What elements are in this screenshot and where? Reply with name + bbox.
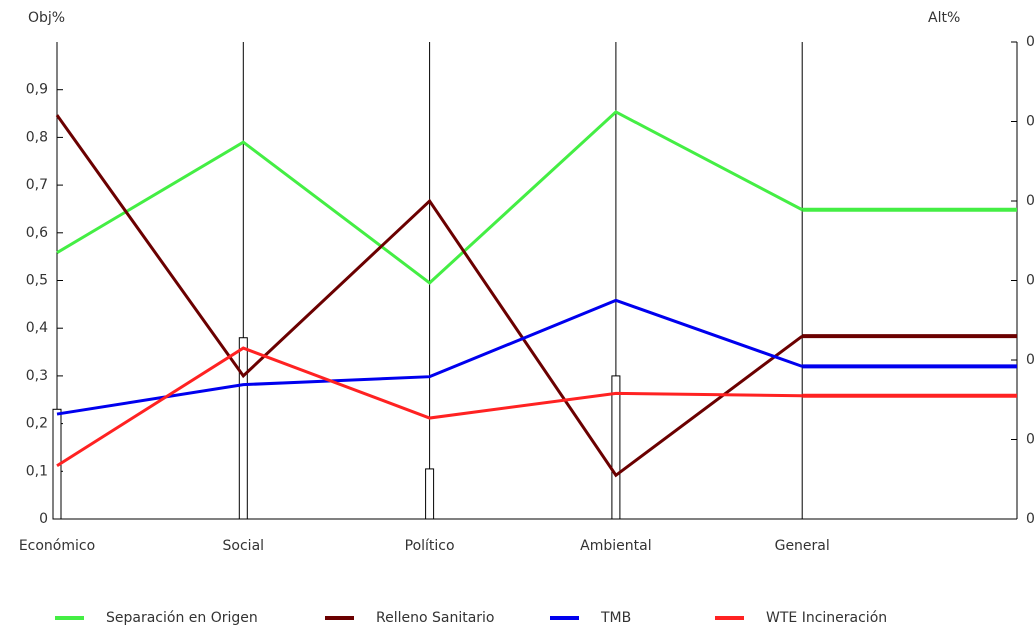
y-tick-label: 0,5 <box>26 273 48 289</box>
legend-label: WTE Incineración <box>766 610 887 626</box>
legend-label: TMB <box>600 610 631 626</box>
y-tick-label: 0,6 <box>26 225 48 241</box>
x-tick-label: Económico <box>19 538 95 554</box>
y2-tick-label: 0,2 <box>1026 352 1035 368</box>
y-tick-label: 0,8 <box>26 129 48 145</box>
y-axis-title: Obj% <box>28 10 65 26</box>
y2-axis-title: Alt% <box>928 10 960 26</box>
y-tick-label: 0,1 <box>26 463 48 479</box>
bar <box>238 337 248 520</box>
bar <box>425 468 435 520</box>
series-line <box>56 298 803 416</box>
x-tick-label: Político <box>405 538 455 554</box>
y2-tick-label: 0,3 <box>1026 273 1035 289</box>
y2-tick-label: 0,1 <box>1026 432 1035 448</box>
y-tick-label: 0,4 <box>26 320 48 336</box>
legend-label: Relleno Sanitario <box>376 610 495 626</box>
bar <box>611 375 621 520</box>
y-tick-label: 0,3 <box>26 368 48 384</box>
y2-tick-label: 0,6 <box>1026 34 1035 50</box>
y-tick-label: 0,2 <box>26 416 48 432</box>
y2-tick-label: 0,5 <box>1026 114 1035 130</box>
x-tick-label: Ambiental <box>580 538 651 554</box>
legend-label: Separación en Origen <box>106 610 258 626</box>
y-tick-label: 0 <box>39 511 48 527</box>
y-tick-label: 0,9 <box>26 82 48 98</box>
x-tick-label: Social <box>223 538 265 554</box>
y-tick-label: 0,7 <box>26 177 48 193</box>
series-line <box>55 114 804 478</box>
x-tick-label: General <box>775 538 830 554</box>
series-line <box>56 346 803 468</box>
y2-tick-label: 0 <box>1026 511 1035 527</box>
series-line <box>56 110 803 285</box>
y2-tick-label: 0,4 <box>1026 193 1035 209</box>
